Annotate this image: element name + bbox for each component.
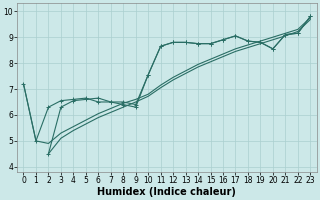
X-axis label: Humidex (Indice chaleur): Humidex (Indice chaleur)	[98, 187, 236, 197]
